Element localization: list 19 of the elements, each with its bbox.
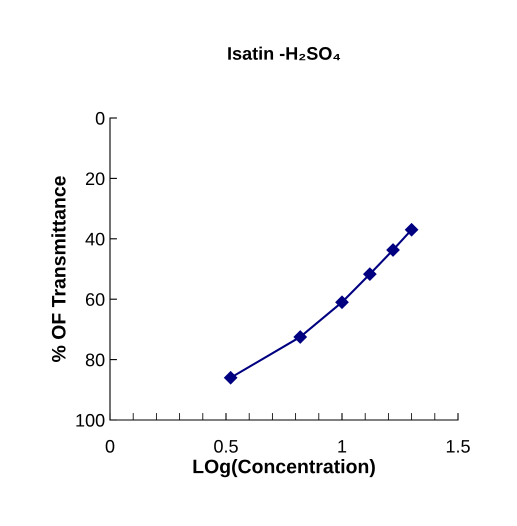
point: [224, 371, 238, 384]
point: [294, 330, 307, 344]
point: [363, 268, 376, 281]
x-tick-label: 0.5: [214, 440, 238, 453]
y-tick-label: 20: [86, 172, 104, 186]
y-tick-label: 40: [85, 232, 104, 246]
x-tick-label: 1.5: [446, 440, 470, 453]
point: [386, 243, 400, 257]
y-tick-label: 0: [96, 112, 104, 125]
y-tick-label: 60: [86, 293, 104, 306]
chart-title: Isatin -H₂SO₄: [228, 46, 340, 60]
x-axis-title: LOg(Concentration): [193, 459, 375, 478]
y-tick-label: 80: [86, 354, 104, 366]
point: [335, 296, 349, 309]
y-tick-label: 100: [76, 414, 104, 427]
x-tick-label: 1: [338, 440, 346, 453]
y-axis-title: % OF Transmittance: [51, 176, 66, 362]
point: [405, 223, 418, 236]
x-tick-label: 0: [106, 440, 114, 453]
